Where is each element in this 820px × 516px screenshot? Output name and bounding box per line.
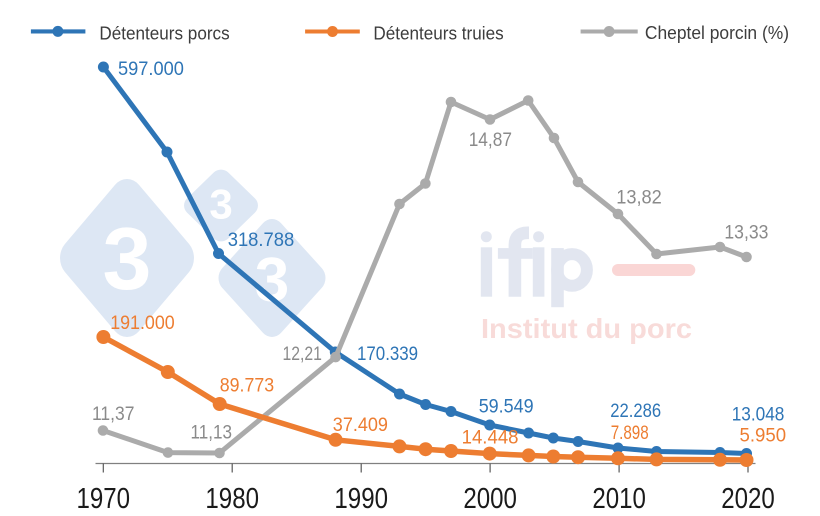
svg-text:597.000: 597.000 [118,58,184,79]
svg-text:13,33: 13,33 [724,221,768,243]
svg-text:Détenteurs truies: Détenteurs truies [373,23,503,44]
svg-text:59.549: 59.549 [479,395,534,417]
svg-text:14.448: 14.448 [462,426,519,447]
svg-text:3: 3 [209,181,232,228]
svg-text:1990: 1990 [334,482,388,514]
svg-text:37.409: 37.409 [333,414,388,436]
svg-text:3: 3 [255,246,289,315]
svg-text:12,21: 12,21 [283,343,322,365]
svg-text:2020: 2020 [721,482,775,514]
svg-text:7.898: 7.898 [611,421,649,443]
svg-text:89.773: 89.773 [220,374,274,396]
svg-text:1970: 1970 [77,482,131,514]
svg-text:Institut du porc: Institut du porc [481,313,692,344]
svg-text:2010: 2010 [592,482,646,514]
svg-text:Cheptel porcin (%): Cheptel porcin (%) [645,23,789,43]
svg-text:191.000: 191.000 [110,311,175,333]
svg-text:2000: 2000 [463,482,517,514]
svg-text:1980: 1980 [205,482,259,514]
svg-text:11,37: 11,37 [92,402,134,424]
svg-text:3: 3 [103,209,152,308]
svg-text:13,82: 13,82 [616,186,662,207]
svg-text:5.950: 5.950 [740,424,787,445]
svg-text:22.286: 22.286 [610,400,661,421]
svg-text:170.339: 170.339 [357,343,418,364]
svg-text:13.048: 13.048 [732,404,785,425]
svg-text:14,87: 14,87 [469,129,512,150]
svg-text:318.788: 318.788 [228,229,295,250]
svg-text:11,13: 11,13 [191,421,232,442]
svg-text:Détenteurs porcs: Détenteurs porcs [99,23,229,44]
